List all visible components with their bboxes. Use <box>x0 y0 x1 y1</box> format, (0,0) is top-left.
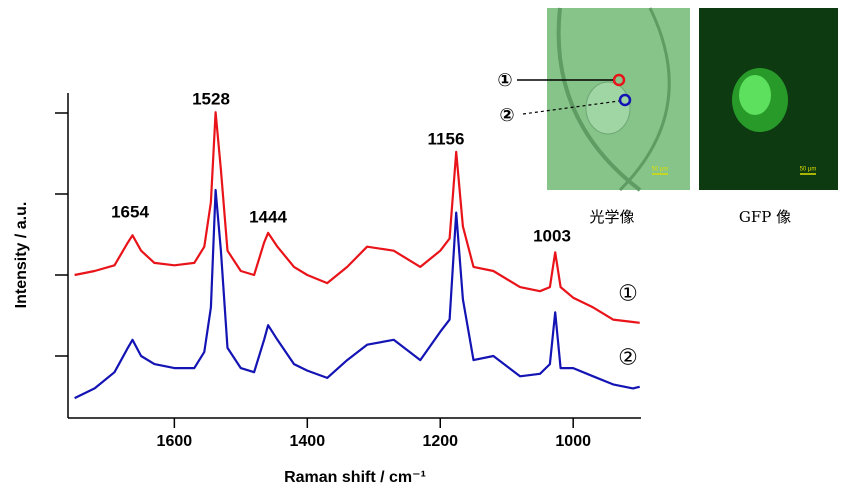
y-axis-title: Intensity / a.u. <box>13 202 30 309</box>
scale-bar: 50 μm <box>800 167 817 173</box>
caption: GFP 像 <box>739 208 791 226</box>
pointer <box>522 100 620 115</box>
series-line <box>74 188 640 400</box>
peak-label: 1003 <box>533 226 571 245</box>
x-axis-title: Raman shift / cm⁻¹ <box>284 469 426 486</box>
scale-bar: 50 μm <box>652 167 669 173</box>
caption: 光学像 <box>589 208 634 226</box>
peak-label: 1654 <box>111 202 149 221</box>
point-label: ② <box>499 105 514 125</box>
peak-label: 1156 <box>428 129 465 148</box>
gfp-image: 50 μm <box>699 8 838 190</box>
x-tick-label: 1000 <box>555 433 591 450</box>
x-tick-label: 1400 <box>290 433 326 450</box>
series-line <box>74 111 640 324</box>
series-label: ① <box>618 281 638 306</box>
peak-label: 1444 <box>249 207 287 226</box>
x-tick-label: 1200 <box>422 433 458 450</box>
x-tick-label: 1600 <box>157 433 193 450</box>
series-label: ② <box>618 345 638 370</box>
optical-image: 50 μm <box>547 7 690 192</box>
peak-label: 1528 <box>192 89 230 108</box>
point-label: ① <box>497 70 512 90</box>
